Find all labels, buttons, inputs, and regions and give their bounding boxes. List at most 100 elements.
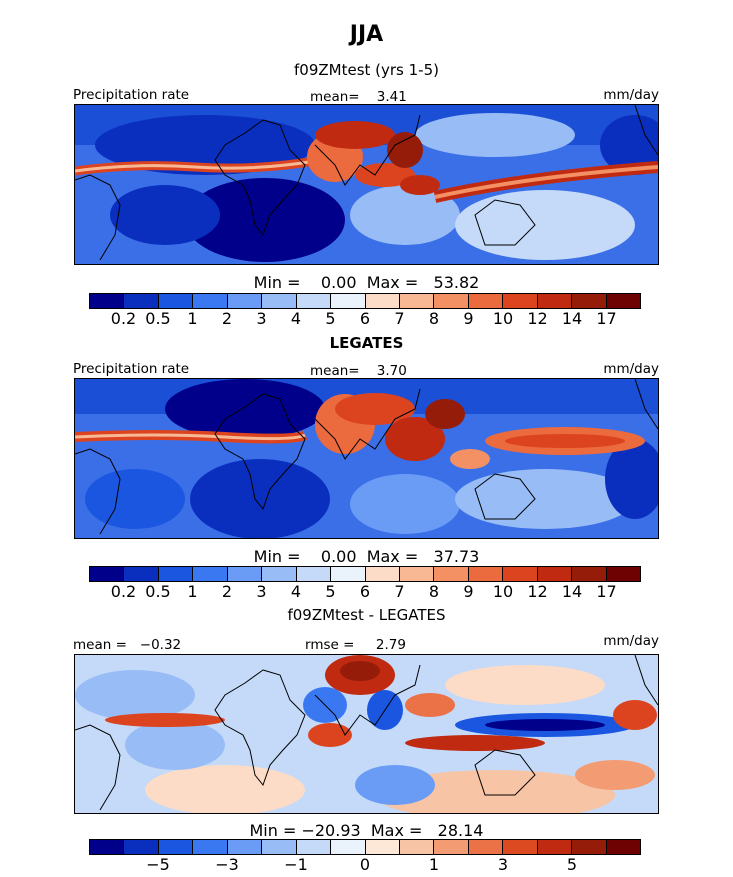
colorbar-tick-label: 7 <box>394 582 405 601</box>
panel-2-mean-label: mean= 3.70 <box>310 363 407 379</box>
panel-2-map <box>74 378 659 539</box>
panel-2-map-svg <box>75 379 658 538</box>
coastline-asia <box>314 114 421 186</box>
map-region <box>165 379 325 439</box>
coastline-south-america <box>75 174 121 261</box>
colorbar-swatch <box>572 294 607 308</box>
panel-1-variable-label: Precipitation rate <box>73 87 190 103</box>
map-region <box>375 770 615 813</box>
colorbar-swatch <box>365 294 400 308</box>
colorbar-swatch <box>434 294 469 308</box>
monsoon-region <box>385 417 445 461</box>
map-region <box>95 115 315 175</box>
colorbar-tick-label: 4 <box>290 309 302 328</box>
colorbar-tick-label: 3 <box>256 309 267 328</box>
colorbar-tick-label: 6 <box>359 309 371 328</box>
colorbar-swatch <box>606 294 640 308</box>
panel-3-minmax: Min = −20.93 Max = 28.14 <box>249 821 484 840</box>
colorbar-tick-label: 1 <box>187 309 198 328</box>
monsoon-region <box>335 393 415 425</box>
map-region <box>455 190 635 260</box>
map-region <box>110 185 220 245</box>
coastline-south-america <box>75 724 121 811</box>
colorbar-swatch <box>124 567 159 581</box>
colorbar-swatch <box>572 840 607 854</box>
colorbar-tick-label: 0.5 <box>145 582 171 601</box>
coastline-australia <box>474 473 536 520</box>
colorbar-tick-label: 3 <box>497 855 509 874</box>
diff-region <box>340 661 380 681</box>
colorbar-tick-label: 3 <box>256 582 267 601</box>
colorbar-swatch <box>193 840 228 854</box>
colorbar-tick-label: 1 <box>187 582 198 601</box>
coastline-asia <box>314 664 421 736</box>
diff-band <box>405 735 545 751</box>
colorbar-swatch <box>468 567 504 581</box>
itcz-band <box>75 159 316 173</box>
colorbar-swatch <box>331 840 366 854</box>
panel-2-units-label: mm/day <box>603 361 659 377</box>
colorbar-swatch <box>262 567 297 581</box>
panel-2-subtitle: LEGATES <box>329 334 404 352</box>
panel-1-mean-label: mean= 3.41 <box>310 89 407 105</box>
map-region <box>350 185 460 245</box>
colorbar-swatch <box>572 567 607 581</box>
colorbar-swatch <box>124 294 159 308</box>
panel-3-colorbar <box>89 839 641 855</box>
panel-3-rmse-label: rmse = 2.79 <box>305 637 406 653</box>
diff-band <box>485 719 605 731</box>
panel-2-colorbar-ticks: 0.2 0.5 1 2 3 4 5 6 7 8 9 10 12 14 17 <box>89 582 641 602</box>
monsoon-region <box>315 121 395 149</box>
colorbar-swatch <box>606 840 640 854</box>
coastline-americas <box>634 655 658 706</box>
colorbar-swatch <box>434 840 469 854</box>
coastline-asia <box>314 388 421 460</box>
colorbar-swatch <box>537 567 573 581</box>
coastline-australia <box>474 749 536 796</box>
map-region <box>75 670 195 720</box>
colorbar-swatch <box>90 840 125 854</box>
panel-1-minmax: Min = 0.00 Max = 53.82 <box>253 273 480 292</box>
colorbar-tick-label: 12 <box>527 309 548 328</box>
colorbar-swatch <box>399 294 435 308</box>
colorbar-swatch <box>158 567 194 581</box>
colorbar-swatch <box>193 294 228 308</box>
colorbar-tick-label: 4 <box>290 582 302 601</box>
monsoon-region <box>425 399 465 429</box>
map-region <box>185 178 345 262</box>
panel-3-mean-label: mean = −0.32 <box>73 637 182 653</box>
panel-2-variable-label: Precipitation rate <box>73 361 190 377</box>
colorbar-tick-label: 0.2 <box>110 582 137 601</box>
colorbar-swatch <box>296 294 332 308</box>
colorbar-tick-label: 9 <box>463 582 474 601</box>
map-region <box>190 459 330 538</box>
map-region <box>125 720 225 770</box>
colorbar-tick-label: 9 <box>463 309 474 328</box>
colorbar-tick-label: 10 <box>492 309 514 328</box>
colorbar-swatch <box>399 567 435 581</box>
colorbar-swatch <box>227 840 263 854</box>
map-region <box>355 765 435 805</box>
diff-band <box>105 713 225 727</box>
map-region <box>415 113 575 157</box>
coastline-africa <box>214 119 306 237</box>
monsoon-region <box>387 132 423 168</box>
itcz-band <box>434 165 658 199</box>
coastline-americas <box>634 379 658 430</box>
colorbar-swatch <box>331 567 366 581</box>
panel-2-colorbar <box>89 566 641 582</box>
colorbar-swatch <box>468 840 504 854</box>
coastline-americas <box>634 105 658 156</box>
diff-region <box>575 760 655 790</box>
colorbar-tick-label: 1 <box>428 855 440 874</box>
map-region <box>350 474 460 534</box>
colorbar-swatch <box>503 567 538 581</box>
colorbar-tick-label: 12 <box>527 582 548 601</box>
colorbar-swatch <box>365 567 400 581</box>
colorbar-tick-label: 10 <box>492 582 514 601</box>
colorbar-swatch <box>158 294 194 308</box>
diff-region <box>405 693 455 717</box>
coastline-africa <box>214 669 306 787</box>
panel-1-subtitle: f09ZMtest (yrs 1-5) <box>294 61 439 79</box>
diff-region <box>308 723 352 747</box>
